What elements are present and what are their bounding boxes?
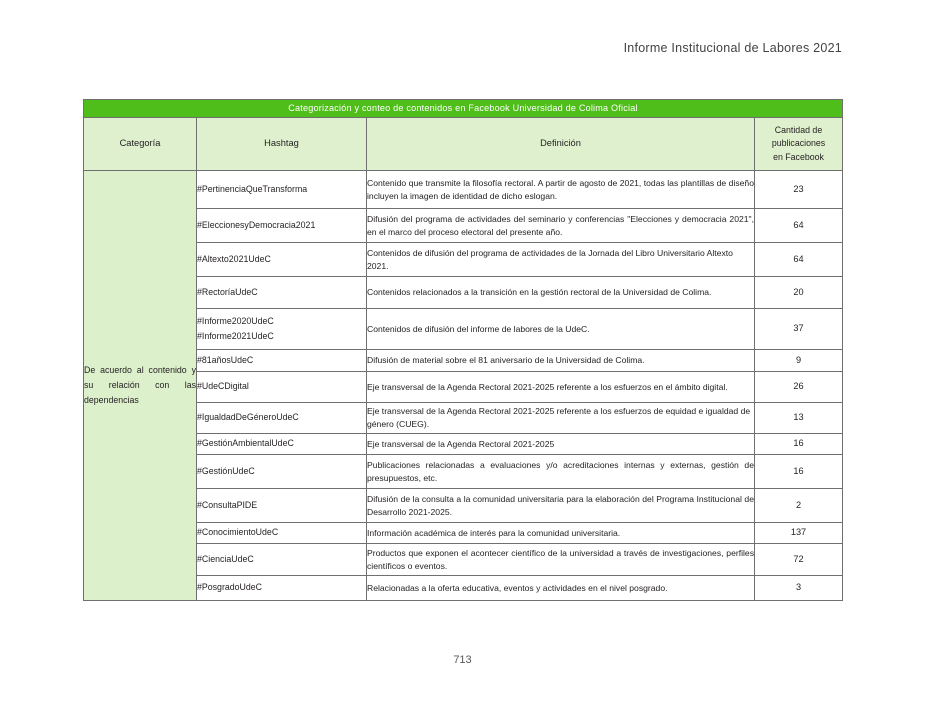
definition-cell: Publicaciones relacionadas a evaluacione… xyxy=(366,454,755,489)
table-row: #Altexto2021UdeC Contenidos de difusión … xyxy=(84,242,843,277)
definition-cell: Contenidos relacionados a la transición … xyxy=(366,276,755,309)
column-header-definicion: Definición xyxy=(366,117,755,171)
table-row: #GestiónUdeC Publicaciones relacionadas … xyxy=(84,454,843,489)
definition-cell: Productos que exponen el acontecer cient… xyxy=(366,543,755,576)
count-cell: 23 xyxy=(754,170,843,209)
count-cell: 13 xyxy=(754,402,843,434)
hashtag-cell: #RectoríaUdeC xyxy=(196,276,367,309)
definition-cell: Eje transversal de la Agenda Rectoral 20… xyxy=(366,433,755,455)
hashtag-label-secondary: #Informe2021UdeC xyxy=(197,331,274,341)
count-cell: 2 xyxy=(754,488,843,523)
page-number: 713 xyxy=(453,654,472,666)
count-cell: 26 xyxy=(754,371,843,403)
hashtag-label: #GestiónUdeC xyxy=(197,465,255,476)
hashtag-cell: #PertinenciaQueTransforma xyxy=(196,170,367,209)
table-title: Categorización y conteo de contenidos en… xyxy=(83,99,843,118)
count-cell: 16 xyxy=(754,454,843,489)
category-line-2: contenido y su xyxy=(84,365,196,391)
column-header-categoria: Categoría xyxy=(83,117,197,171)
hashtag-cell: #Altexto2021UdeC xyxy=(196,242,367,277)
table-row: #ConsultaPIDE Difusión de la consulta a … xyxy=(84,488,843,523)
column-header-hashtag: Hashtag xyxy=(196,117,367,171)
hashtag-label: #ConsultaPIDE xyxy=(197,499,258,510)
definition-cell: Difusión del programa de actividades del… xyxy=(366,208,755,243)
hashtag-label: #81añosUdeC xyxy=(197,354,254,365)
hashtag-cell: #ConocimientoUdeC xyxy=(196,522,367,544)
hashtag-cell: #IgualdadDeGéneroUdeC xyxy=(196,402,367,434)
hashtag-cell: #UdeCDigital xyxy=(196,371,367,403)
definition-cell: Eje transversal de la Agenda Rectoral 20… xyxy=(366,402,755,434)
hashtag-label: #PosgradoUdeC xyxy=(197,582,263,593)
definition-cell: Información académica de interés para la… xyxy=(366,522,755,544)
table-row: #EleccionesyDemocracia2021 Difusión del … xyxy=(84,208,843,243)
definition-cell: Difusión de la consulta a la comunidad u… xyxy=(366,488,755,523)
count-cell: 64 xyxy=(754,208,843,243)
hashtag-cell: #81añosUdeC xyxy=(196,349,367,372)
table-row: De acuerdo al contenido y su relación co… xyxy=(83,170,843,601)
count-cell: 72 xyxy=(754,543,843,576)
table-header-row: Categoría Hashtag Definición Cantidad de… xyxy=(83,117,843,171)
count-cell: 16 xyxy=(754,433,843,455)
definition-cell: Difusión de material sobre el 81 anivers… xyxy=(366,349,755,372)
hashtag-label: #CienciaUdeC xyxy=(197,553,254,564)
hashtag-label: #PertinenciaQueTransforma xyxy=(197,183,308,194)
table-row: #GestiónAmbientalUdeC Eje transversal de… xyxy=(84,433,843,455)
definition-cell: Relacionadas a la oferta educativa, even… xyxy=(366,575,755,601)
definition-cell: Eje transversal de la Agenda Rectoral 20… xyxy=(366,371,755,403)
count-cell: 64 xyxy=(754,242,843,277)
hashtag-cell: #PosgradoUdeC xyxy=(196,575,367,601)
count-header-line-1: Cantidad de xyxy=(774,124,823,135)
table-row: #CienciaUdeC Productos que exponen el ac… xyxy=(84,543,843,576)
definition-cell: Contenidos de difusión del programa de a… xyxy=(366,242,755,277)
count-cell: 137 xyxy=(754,522,843,544)
table-row: #ConocimientoUdeC Información académica … xyxy=(84,522,843,544)
hashtag-cell: #GestiónAmbientalUdeC xyxy=(196,433,367,455)
category-line-1: De acuerdo al xyxy=(84,365,144,376)
count-cell: 3 xyxy=(754,575,843,601)
hashtag-label: #GestiónAmbientalUdeC xyxy=(197,438,294,449)
report-table-container: Categorización y conteo de contenidos en… xyxy=(83,99,843,601)
table-row: #RectoríaUdeC Contenidos relacionados a … xyxy=(84,276,843,309)
definition-cell: Contenidos de difusión del informe de la… xyxy=(366,308,755,350)
hashtag-label: #EleccionesyDemocracia2021 xyxy=(197,219,316,230)
hashtag-label: #IgualdadDeGéneroUdeC xyxy=(197,412,299,423)
category-line-3: relación con las xyxy=(108,380,197,391)
hashtag-label: #Informe2020UdeC xyxy=(197,315,274,326)
table-row: #Informe2020UdeC #Informe2021UdeC Conten… xyxy=(84,308,843,350)
hashtag-label: #RectoríaUdeC xyxy=(197,286,258,297)
count-cell: 37 xyxy=(754,308,843,350)
hashtag-cell: #EleccionesyDemocracia2021 xyxy=(196,208,367,243)
running-header: Informe Institucional de Labores 2021 xyxy=(623,41,842,55)
hashtag-cell: #CienciaUdeC xyxy=(196,543,367,576)
table-row: #81añosUdeC Difusión de material sobre e… xyxy=(84,349,843,372)
count-header-line-2: publicaciones xyxy=(771,138,826,149)
count-cell: 9 xyxy=(754,349,843,372)
hashtag-label: #UdeCDigital xyxy=(197,381,249,392)
hashtag-cell: #GestiónUdeC xyxy=(196,454,367,489)
category-line-4: dependencias xyxy=(84,394,139,405)
categorization-table: Categorización y conteo de contenidos en… xyxy=(83,99,843,601)
table-row: #PosgradoUdeC Relacionadas a la oferta e… xyxy=(84,575,843,601)
hashtag-cell: #ConsultaPIDE xyxy=(196,488,367,523)
category-label: De acuerdo al contenido y su relación co… xyxy=(84,363,196,407)
definition-cell: Contenido que transmite la filosofía rec… xyxy=(366,170,755,209)
count-cell: 20 xyxy=(754,276,843,309)
category-merged-cell: De acuerdo al contenido y su relación co… xyxy=(83,170,197,601)
column-header-cantidad: Cantidad de publicaciones en Facebook xyxy=(754,117,843,171)
hashtag-label: #Altexto2021UdeC xyxy=(197,253,271,264)
table-title-row: Categorización y conteo de contenidos en… xyxy=(83,99,843,118)
count-header-line-3: en Facebook xyxy=(773,151,824,162)
table-row: #UdeCDigital Eje transversal de la Agend… xyxy=(84,371,843,403)
table-row: #IgualdadDeGéneroUdeC Eje transversal de… xyxy=(84,402,843,434)
hashtag-label: #ConocimientoUdeC xyxy=(197,527,279,538)
hashtag-cell: #Informe2020UdeC #Informe2021UdeC xyxy=(196,308,367,350)
